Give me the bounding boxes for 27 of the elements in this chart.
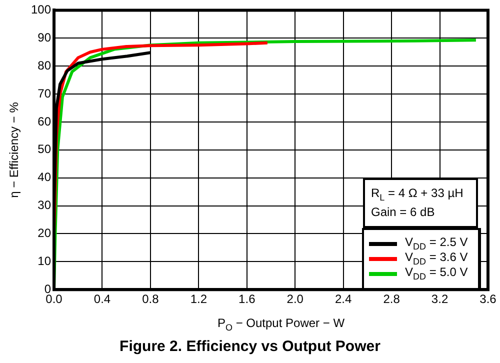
y-tick-label: 50 <box>38 142 52 156</box>
y-tick-label: 20 <box>38 226 52 240</box>
y-tick-label: 60 <box>38 114 52 128</box>
y-tick-label: 10 <box>38 254 52 268</box>
y-tick-label: 40 <box>38 170 52 184</box>
x-tick-label: 2.4 <box>334 292 352 306</box>
y-tick-label: 80 <box>38 58 52 72</box>
x-axis-title: P$_{O}$ − Output Power − W <box>216 316 346 332</box>
legend-label: V$_{DD}$ = 2.5 V <box>405 235 468 252</box>
x-tick-label: 0.4 <box>94 292 111 306</box>
legend-label: V$_{DD}$ = 5.0 V <box>405 265 468 282</box>
y-tick-label: 70 <box>38 86 52 100</box>
x-tick-label: 1.2 <box>190 292 208 306</box>
legend-label: V$_{DD}$ = 3.6 V <box>405 250 468 267</box>
y-axis-title: η − Efficiency − % <box>7 102 21 198</box>
x-tick-label: 3.6 <box>480 292 497 306</box>
y-tick-label: 100 <box>30 2 52 17</box>
x-tick-label: 2.0 <box>286 292 304 306</box>
x-tick-label: 0.8 <box>142 292 160 306</box>
x-tick-label: 2.8 <box>383 292 400 306</box>
x-tick-label: 3.2 <box>431 292 448 306</box>
x-tick-label: 1.6 <box>238 292 256 306</box>
y-tick-label: 30 <box>38 198 52 212</box>
annotation: R$_{L}$ = 4 Ω + 33 µH <box>371 186 464 204</box>
y-tick-label: 90 <box>38 30 52 44</box>
text: Figure 2. Efficiency vs Output Power <box>118 338 382 355</box>
annotation: Gain = 6 dB <box>371 205 436 220</box>
